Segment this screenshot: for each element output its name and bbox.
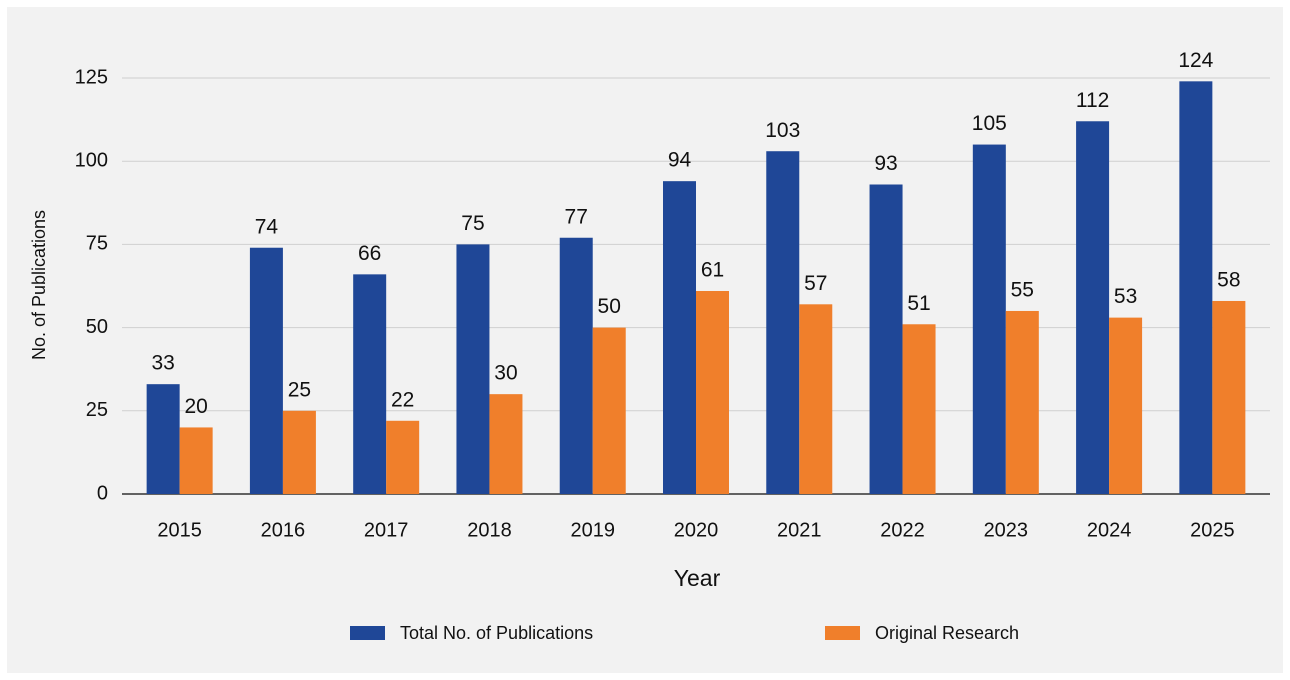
value-label: 93	[874, 152, 897, 175]
x-tick-label: 2019	[570, 519, 615, 541]
x-tick-label: 2020	[674, 519, 719, 541]
bar	[353, 274, 387, 494]
value-label: 22	[391, 388, 414, 411]
value-label: 58	[1217, 269, 1240, 292]
bar	[1179, 81, 1213, 494]
value-label: 94	[668, 149, 692, 172]
value-label: 20	[184, 395, 207, 418]
value-label: 50	[598, 295, 621, 318]
bar	[1076, 121, 1110, 494]
x-tick-label: 2023	[984, 519, 1029, 541]
bar	[663, 181, 696, 494]
value-label: 105	[972, 112, 1007, 135]
x-tick-label: 2018	[467, 519, 512, 541]
value-label: 57	[804, 272, 827, 295]
x-tick-label: 2024	[1087, 519, 1132, 541]
y-tick-label: 25	[86, 399, 108, 421]
bar	[766, 151, 800, 494]
bar	[799, 304, 833, 494]
value-label: 25	[288, 378, 311, 401]
bar	[146, 384, 180, 494]
bar	[249, 247, 283, 494]
value-label: 30	[494, 362, 517, 385]
legend-label: Original Research	[875, 623, 1019, 643]
bar	[559, 237, 593, 494]
value-label: 61	[701, 259, 724, 282]
bar	[592, 327, 626, 494]
x-tick-label: 2021	[777, 519, 822, 541]
x-axis-label: Year	[674, 565, 721, 591]
legend-label: Total No. of Publications	[400, 623, 593, 643]
bar	[282, 410, 316, 494]
bar	[972, 144, 1006, 494]
value-label: 66	[358, 242, 381, 265]
value-label: 124	[1178, 49, 1213, 72]
value-label: 51	[907, 292, 930, 315]
bar	[1212, 300, 1246, 494]
value-label: 33	[151, 352, 174, 375]
bar	[456, 244, 490, 494]
value-label: 75	[461, 212, 484, 235]
bar	[1109, 317, 1143, 494]
legend-swatch	[350, 626, 385, 640]
y-tick-label: 50	[86, 316, 108, 338]
x-tick-label: 2022	[880, 519, 925, 541]
value-label: 112	[1076, 89, 1109, 112]
y-tick-label: 100	[75, 149, 108, 171]
bar	[386, 420, 420, 494]
x-tick-label: 2016	[261, 519, 306, 541]
bar	[489, 394, 523, 494]
x-tick-label: 2025	[1190, 519, 1235, 541]
value-label: 55	[1011, 279, 1034, 302]
bar	[179, 427, 213, 494]
y-tick-label: 75	[86, 233, 108, 255]
bar	[902, 324, 936, 494]
x-tick-label: 2015	[157, 519, 202, 541]
legend-swatch	[825, 626, 860, 640]
value-label: 53	[1114, 285, 1137, 308]
x-tick-label: 2017	[364, 519, 409, 541]
bar	[696, 290, 729, 494]
value-label: 74	[255, 215, 279, 238]
y-tick-label: 125	[75, 66, 108, 88]
y-axis-label: No. of Publications	[29, 210, 49, 360]
background	[7, 7, 1283, 673]
bar	[1005, 310, 1039, 494]
value-label: 103	[765, 119, 800, 142]
value-label: 77	[565, 205, 588, 228]
bar	[869, 184, 903, 494]
y-tick-label: 0	[97, 482, 108, 504]
